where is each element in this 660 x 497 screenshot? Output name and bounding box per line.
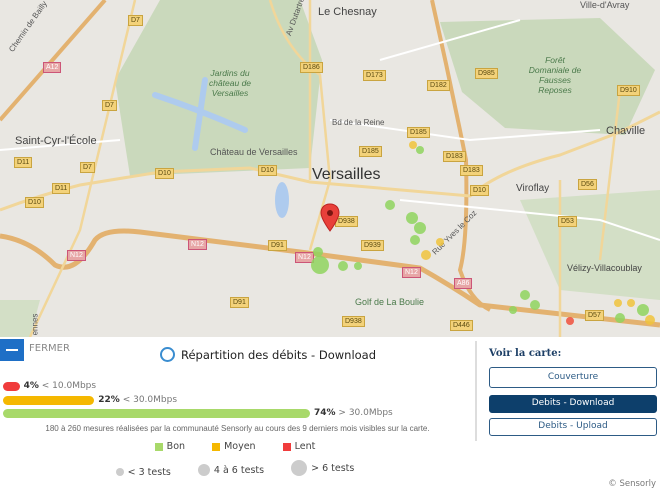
stats-panel: FERMER Répartition des débits - Download… xyxy=(0,337,660,497)
road-shield: D10 xyxy=(258,165,277,176)
map-label: Saint-Cyr-l'École xyxy=(15,135,97,147)
copyright: © Sensorly xyxy=(608,479,656,489)
marker-moyen xyxy=(627,299,635,307)
marker-bon xyxy=(313,247,323,257)
map-label: Le Chesnay xyxy=(318,6,377,18)
road-shield: N12 xyxy=(67,250,86,261)
map-label: Forêt Domaniale de Fausses Reposes xyxy=(528,55,582,95)
map[interactable]: Le Chesnay Ville-d'Avray Chemin de Baill… xyxy=(0,0,660,337)
road-shield: D183 xyxy=(460,165,483,176)
upload-button[interactable]: Debits - Upload xyxy=(489,418,657,436)
marker-moyen xyxy=(421,250,431,260)
marker-bon xyxy=(530,300,540,310)
road-shield: D11 xyxy=(14,157,33,168)
marker-bon xyxy=(520,290,530,300)
map-label: Chaville xyxy=(606,125,646,137)
road-shield: D91 xyxy=(268,240,287,251)
measurement-markers xyxy=(311,141,655,325)
map-label: Vélizy-Villacoublay xyxy=(567,263,642,273)
download-button[interactable]: Debits - Download xyxy=(489,395,657,413)
speed-bar xyxy=(3,409,310,418)
road-shield: A12 xyxy=(43,62,62,73)
marker-bon xyxy=(354,262,362,270)
marker-bon xyxy=(338,261,348,271)
road-shield: D173 xyxy=(363,70,386,81)
panel-title-text: Répartition des débits - Download xyxy=(181,347,377,362)
marker-bon xyxy=(311,256,329,274)
road-shield: D57 xyxy=(585,310,604,321)
marker-bon xyxy=(410,235,420,245)
road-shield: D985 xyxy=(475,68,498,79)
speed-bar-label: 74% > 30.0Mbps xyxy=(314,408,393,418)
road-shield: D938 xyxy=(342,316,365,327)
road-shield: D185 xyxy=(407,127,430,138)
map-label: Bd de la Reine xyxy=(332,118,385,127)
road-shield: D7 xyxy=(102,100,117,111)
legend-moyen: Moyen xyxy=(212,441,256,452)
road-shield: N12 xyxy=(402,267,421,278)
map-label: Versailles xyxy=(312,166,381,183)
marker-lent xyxy=(566,317,574,325)
map-label: Golf de La Boulie xyxy=(355,297,425,307)
road-shield: D10 xyxy=(155,168,174,179)
measurement-note: 180 à 260 mesures réalisées par la commu… xyxy=(45,424,430,433)
road-shield: D182 xyxy=(427,80,450,91)
map-selector: Voir la carte: Couverture Debits - Downl… xyxy=(475,341,660,441)
panel-title: Répartition des débits - Download xyxy=(160,347,376,362)
road-shield: D185 xyxy=(359,146,382,157)
marker-moyen xyxy=(436,238,444,246)
marker-moyen xyxy=(409,141,417,149)
road-shield: D186 xyxy=(300,62,323,73)
road-shield: N12 xyxy=(188,239,207,250)
marker-bon xyxy=(509,306,517,314)
road-shield: D91 xyxy=(230,297,249,308)
road-shield: D7 xyxy=(128,15,143,26)
road-shield: D183 xyxy=(443,151,466,162)
map-label: Ville-d'Avray xyxy=(580,0,630,10)
minus-icon xyxy=(6,349,18,351)
marker-bon xyxy=(615,313,625,323)
marker-moyen xyxy=(614,299,622,307)
map-label: Jardins du château de Versailles xyxy=(208,68,252,98)
legend-size-small: < 3 tests xyxy=(115,467,171,478)
marker-bon xyxy=(414,222,426,234)
road-shield: D11 xyxy=(52,183,71,194)
coverage-button[interactable]: Couverture xyxy=(489,367,657,388)
road-shield: A86 xyxy=(454,278,473,289)
speedometer-icon xyxy=(160,347,175,362)
marker-bon xyxy=(406,212,418,224)
road-shield: D56 xyxy=(578,179,597,190)
color-legend: Bon Moyen Lent xyxy=(0,441,470,454)
marker-bon xyxy=(385,200,395,210)
speed-bar xyxy=(3,382,20,391)
legend-size-medium: 4 à 6 tests xyxy=(197,464,264,476)
marker-moyen xyxy=(645,315,655,325)
size-legend: < 3 tests 4 à 6 tests > 6 tests xyxy=(0,460,470,479)
road-shield: D53 xyxy=(558,216,577,227)
legend-size-large: > 6 tests xyxy=(291,460,354,476)
road-shield: N12 xyxy=(295,252,314,263)
close-label[interactable]: FERMER xyxy=(29,343,70,354)
road-shield: D939 xyxy=(361,240,384,251)
road-shield: D7 xyxy=(80,162,95,173)
road-shield: D446 xyxy=(450,320,473,331)
legend-bon: Bon xyxy=(154,441,185,452)
location-pin-icon[interactable] xyxy=(320,203,340,233)
close-panel-button[interactable] xyxy=(0,339,24,361)
road-shield: D10 xyxy=(25,197,44,208)
road-shield: D910 xyxy=(617,85,640,96)
road-shield: D10 xyxy=(470,185,489,196)
speed-bar-label: 4% < 10.0Mbps xyxy=(23,381,97,391)
map-label: Viroflay xyxy=(516,183,550,194)
legend-lent: Lent xyxy=(282,441,315,452)
map-label: Château de Versailles xyxy=(210,147,298,157)
marker-bon xyxy=(416,146,424,154)
speed-bar-label: 22% < 30.0Mbps xyxy=(98,395,178,405)
voir-label: Voir la carte: xyxy=(489,348,562,359)
speed-bar xyxy=(3,396,95,405)
marker-bon xyxy=(637,304,649,316)
